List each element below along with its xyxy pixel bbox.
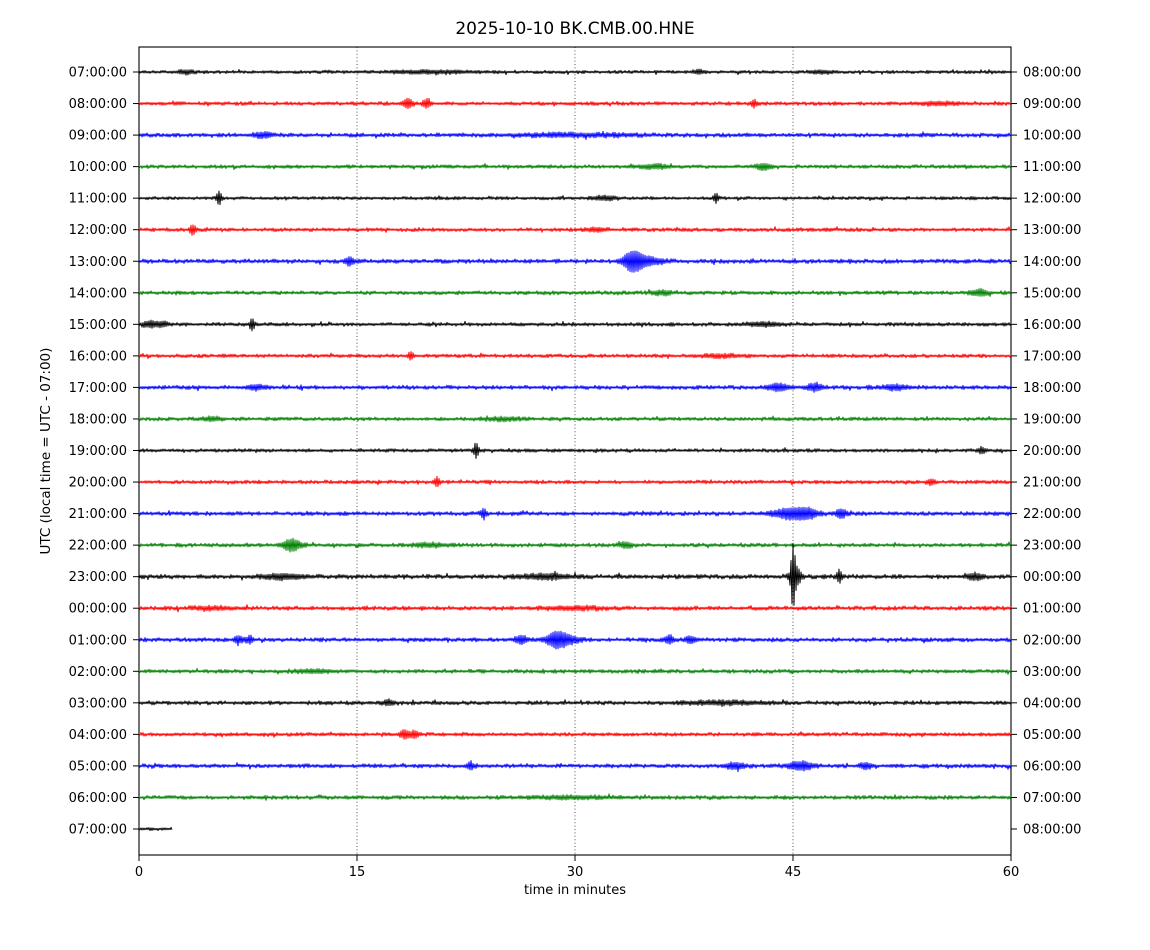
y-tick-label-right: 02:00:00 — [1023, 633, 1081, 648]
trace-row — [138, 826, 173, 832]
y-tick-label-left: 03:00:00 — [69, 696, 127, 711]
x-tick-label: 45 — [785, 865, 802, 880]
y-tick-label-right: 21:00:00 — [1023, 476, 1081, 491]
x-tick-label: 15 — [349, 865, 366, 880]
x-axis-label: time in minutes — [523, 883, 627, 898]
y-tick-label-right: 08:00:00 — [1023, 66, 1081, 81]
trace-row — [138, 630, 1012, 650]
y-tick-label-right: 03:00:00 — [1023, 665, 1081, 680]
y-tick-label-left: 20:00:00 — [69, 476, 127, 491]
plot-title: 2025-10-10 BK.CMB.00.HNE — [455, 19, 695, 39]
y-tick-label-right: 04:00:00 — [1023, 696, 1081, 711]
x-tick-label: 30 — [567, 865, 584, 880]
y-tick-label-left: 04:00:00 — [69, 728, 127, 743]
trace-row — [138, 442, 1012, 459]
trace-row — [138, 604, 1012, 613]
trace-row — [138, 224, 1012, 236]
y-tick-label-left: 10:00:00 — [69, 160, 127, 175]
trace-row — [138, 97, 1012, 110]
trace-row — [138, 506, 1012, 521]
trace-row — [138, 537, 1012, 553]
y-tick-label-right: 05:00:00 — [1023, 728, 1081, 743]
y-tick-label-left: 14:00:00 — [69, 286, 127, 301]
y-tick-label-right: 15:00:00 — [1023, 286, 1081, 301]
y-tick-label-left: 21:00:00 — [69, 507, 127, 522]
trace-row — [138, 415, 1012, 423]
y-tick-label-left: 06:00:00 — [69, 791, 127, 806]
y-tick-label-right: 10:00:00 — [1023, 129, 1081, 144]
y-tick-label-right: 23:00:00 — [1023, 539, 1081, 554]
y-tick-label-left: 19:00:00 — [69, 444, 127, 459]
trace-row — [138, 729, 1012, 740]
trace-row — [138, 543, 1012, 606]
y-tick-label-left: 17:00:00 — [69, 381, 127, 396]
y-tick-label-left: 05:00:00 — [69, 759, 127, 774]
y-tick-label-right: 00:00:00 — [1023, 570, 1081, 585]
y-tick-label-left: 13:00:00 — [69, 255, 127, 270]
y-tick-label-right: 20:00:00 — [1023, 444, 1081, 459]
y-tick-label-left: 07:00:00 — [69, 823, 127, 838]
trace-row — [138, 287, 1012, 297]
x-tick-label: 60 — [1003, 865, 1020, 880]
trace-row — [138, 381, 1012, 393]
y-tick-label-right: 14:00:00 — [1023, 255, 1081, 270]
trace-row — [138, 130, 1012, 140]
trace-row — [138, 190, 1012, 206]
y-tick-label-left: 11:00:00 — [69, 192, 127, 207]
y-tick-label-right: 22:00:00 — [1023, 507, 1081, 522]
trace-row — [138, 698, 1012, 708]
y-tick-label-right: 08:00:00 — [1023, 823, 1081, 838]
y-tick-label-right: 11:00:00 — [1023, 160, 1081, 175]
y-tick-label-left: 23:00:00 — [69, 570, 127, 585]
trace-row — [138, 475, 1012, 488]
y-tick-label-left: 12:00:00 — [69, 223, 127, 238]
y-tick-label-left: 00:00:00 — [69, 602, 127, 617]
y-tick-label-right: 18:00:00 — [1023, 381, 1081, 396]
y-tick-label-right: 01:00:00 — [1023, 602, 1081, 617]
trace-row — [138, 351, 1012, 361]
y-tick-label-left: 15:00:00 — [69, 318, 127, 333]
y-tick-label-right: 17:00:00 — [1023, 349, 1081, 364]
y-tick-label-right: 16:00:00 — [1023, 318, 1081, 333]
trace-row — [138, 668, 1012, 675]
y-tick-label-right: 19:00:00 — [1023, 412, 1081, 427]
y-tick-label-left: 08:00:00 — [69, 97, 127, 112]
y-tick-label-left: 16:00:00 — [69, 349, 127, 364]
y-tick-label-right: 13:00:00 — [1023, 223, 1081, 238]
y-tick-label-right: 07:00:00 — [1023, 791, 1081, 806]
y-tick-label-left: 01:00:00 — [69, 633, 127, 648]
y-axis-label: UTC (local time = UTC - 07:00) — [38, 347, 54, 555]
y-tick-label-left: 02:00:00 — [69, 665, 127, 680]
trace-row — [138, 162, 1012, 172]
y-tick-label-left: 07:00:00 — [69, 66, 127, 81]
trace-row — [138, 68, 1012, 76]
y-tick-label-right: 09:00:00 — [1023, 97, 1081, 112]
trace-row — [138, 318, 1012, 332]
trace-row — [138, 793, 1012, 801]
x-tick-label: 0 — [135, 865, 143, 880]
y-tick-label-left: 22:00:00 — [69, 539, 127, 554]
y-tick-label-right: 12:00:00 — [1023, 192, 1081, 207]
trace-row — [138, 250, 1012, 273]
trace-row — [138, 760, 1012, 773]
y-tick-label-left: 09:00:00 — [69, 129, 127, 144]
y-tick-label-left: 18:00:00 — [69, 412, 127, 427]
y-tick-label-right: 06:00:00 — [1023, 759, 1081, 774]
